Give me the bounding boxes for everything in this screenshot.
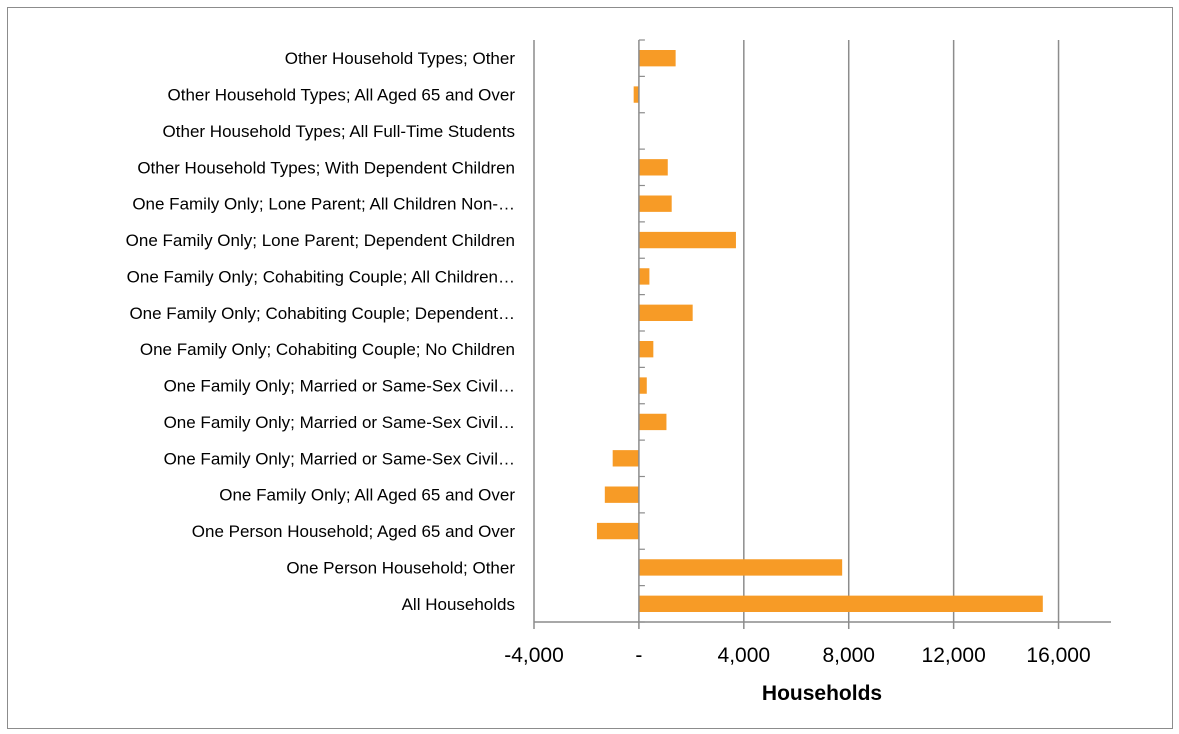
category-label: One Family Only; Lone Parent; Dependent …: [126, 231, 515, 250]
category-label: Other Household Types; Other: [285, 49, 516, 68]
x-axis-title: Households: [762, 682, 882, 705]
bar: [612, 450, 639, 467]
bar: [638, 50, 676, 67]
bar: [638, 195, 672, 212]
category-label: One Family Only; All Aged 65 and Over: [219, 486, 515, 505]
bar: [638, 159, 668, 176]
bar: [596, 522, 639, 540]
category-label: One Family Only; Cohabiting Couple; All …: [127, 267, 515, 286]
category-label: One Family Only; Married or Same-Sex Civ…: [164, 413, 515, 432]
bar: [638, 377, 647, 394]
x-tick-label: -4,000: [504, 644, 564, 667]
category-label: One Family Only; Cohabiting Couple; No C…: [140, 340, 515, 359]
axes: [533, 39, 1111, 629]
category-label: One Person Household; Other: [286, 558, 515, 577]
category-label: One Family Only; Married or Same-Sex Civ…: [164, 377, 515, 396]
bar: [638, 595, 1043, 612]
bar: [638, 268, 650, 285]
bar: [638, 304, 693, 321]
bar: [604, 486, 639, 503]
category-label: All Households: [402, 595, 515, 614]
bar: [638, 341, 654, 358]
category-label: One Family Only; Cohabiting Couple; Depe…: [129, 304, 515, 323]
x-tick-label: -: [635, 644, 642, 667]
category-label: Other Household Types; With Dependent Ch…: [137, 158, 515, 177]
category-label: One Family Only; Married or Same-Sex Civ…: [164, 449, 515, 468]
x-tick-labels: -4,000-4,000 8,000 12,000 16,000: [504, 644, 1090, 667]
bars: [596, 50, 1043, 612]
bar: [638, 413, 667, 431]
category-label: Other Household Types; All Aged 65 and O…: [168, 86, 516, 105]
x-tick-label: 12,000: [922, 644, 986, 667]
x-tick-label: 8,000: [822, 644, 875, 667]
category-label: One Family Only; Lone Parent; All Childr…: [132, 195, 515, 214]
x-tick-label: 4,000: [718, 644, 771, 667]
gridlines: [533, 40, 1060, 622]
category-labels: Other Household Types; Other Other Househ…: [126, 49, 516, 614]
bar: [633, 86, 639, 103]
bar: [638, 559, 843, 576]
category-label: One Person Household; Aged 65 and Over: [192, 522, 516, 541]
category-label: Other Household Types; All Full-Time Stu…: [163, 122, 515, 141]
bar: [638, 231, 736, 249]
x-tick-label: 16,000: [1026, 644, 1090, 667]
